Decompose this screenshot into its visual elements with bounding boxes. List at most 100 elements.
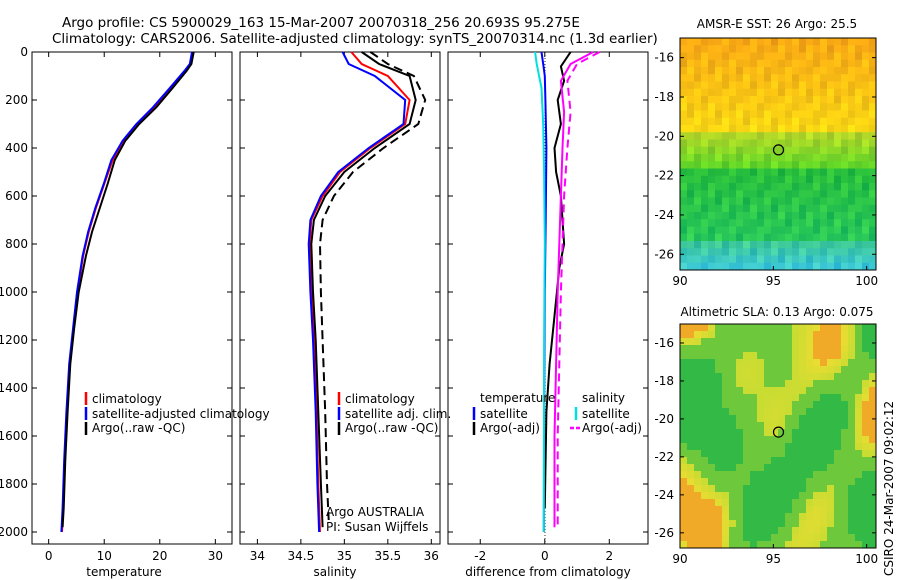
heatmap-cell (708, 117, 716, 126)
heatmap-cell (785, 45, 793, 53)
heatmap-cell (827, 541, 835, 549)
heatmap-cell (729, 168, 737, 177)
heatmap-cell (757, 59, 765, 68)
heatmap-cell (715, 67, 723, 75)
heatmap-cell (708, 74, 716, 82)
heatmap-cell (785, 373, 793, 381)
heatmap-cell (729, 219, 737, 227)
heatmap-cell (687, 52, 695, 61)
heatmap-cell (862, 520, 870, 528)
heatmap-cell (694, 324, 702, 332)
heatmap-cell (757, 183, 765, 191)
heatmap-cell (771, 226, 779, 235)
heatmap-cell (736, 110, 744, 119)
heatmap-cell (750, 464, 758, 472)
heatmap-cell (778, 110, 786, 119)
heatmap-cell (764, 161, 772, 169)
heatmap-cell (680, 450, 688, 458)
heatmap-cell (848, 212, 856, 220)
heatmap-cell (862, 373, 870, 381)
heatmap-cell (806, 139, 814, 148)
heatmap-cell (855, 183, 863, 191)
heatmap-cell (771, 331, 779, 339)
heatmap-cell (743, 117, 751, 126)
heatmap-cell (771, 117, 779, 126)
heatmap-cell (855, 52, 863, 61)
heatmap-cell (792, 513, 800, 521)
heatmap-cell (785, 125, 793, 133)
heatmap-cell (778, 132, 786, 140)
heatmap-cell (820, 219, 828, 227)
heatmap-cell (841, 161, 849, 169)
heatmap-cell (813, 380, 821, 388)
heatmap-cell (729, 139, 737, 148)
heatmap-cell (687, 45, 695, 53)
heatmap-cell (771, 139, 779, 148)
heatmap-cell (680, 154, 688, 162)
heatmap-cell (785, 415, 793, 423)
heatmap-cell (848, 241, 856, 249)
argo-location-marker (772, 144, 785, 156)
heatmap-cell (701, 541, 709, 549)
heatmap-cell (806, 408, 814, 416)
heatmap-cell (862, 241, 870, 249)
heatmap-cell (722, 255, 730, 264)
x-tick-label: -2 (474, 549, 486, 563)
heatmap-cell (855, 499, 863, 507)
heatmap-cell (708, 226, 716, 235)
heatmap-cell (820, 175, 828, 184)
heatmap-cell (806, 45, 814, 53)
heatmap-cell (862, 506, 870, 514)
heatmap-cell (855, 520, 863, 528)
legend-label-climatology: climatology (92, 392, 162, 406)
heatmap-cell (771, 67, 779, 75)
heatmap-cell (736, 373, 744, 381)
heatmap-cell (722, 541, 730, 549)
heatmap-cell (729, 415, 737, 423)
heatmap-cell (736, 255, 744, 264)
heatmap-cell (869, 401, 877, 409)
heatmap-cell (715, 125, 723, 133)
heatmap-cell (813, 81, 821, 90)
heatmap-cell (701, 373, 709, 381)
heatmap-cell (694, 345, 702, 353)
map-x-tick-label: 95 (766, 274, 781, 288)
heatmap-cell (743, 534, 751, 542)
heatmap-cell (855, 204, 863, 213)
heatmap-cell (792, 226, 800, 235)
heatmap-cell (827, 88, 835, 97)
heatmap-cell (778, 345, 786, 353)
heatmap-cell (792, 110, 800, 119)
heatmap-cell (680, 380, 688, 388)
heatmap-cell (785, 183, 793, 191)
heatmap-cell (764, 499, 772, 507)
heatmap-cell (701, 436, 709, 444)
heatmap-cell (820, 81, 828, 90)
heatmap-cell (687, 394, 695, 402)
heatmap-cell (701, 387, 709, 395)
heatmap-cell (708, 103, 716, 111)
heatmap-cell (757, 154, 765, 162)
heatmap-cell (855, 450, 863, 458)
heatmap-cell (694, 541, 702, 549)
heatmap-cell (750, 248, 758, 256)
heatmap-cell (708, 401, 716, 409)
heatmap-cell (778, 117, 786, 126)
heatmap-cell (813, 429, 821, 437)
heatmap-cell (820, 464, 828, 472)
heatmap-cell (743, 88, 751, 97)
x-tick-label: 20 (152, 549, 167, 563)
heatmap-cell (680, 478, 688, 486)
heatmap-cell (820, 443, 828, 451)
heatmap-cell (694, 59, 702, 68)
heatmap-cell (785, 324, 793, 332)
heatmap-cell (799, 478, 807, 486)
heatmap-cell (764, 513, 772, 521)
heatmap-cell (680, 492, 688, 500)
heatmap-cell (813, 359, 821, 367)
heatmap-cell (729, 464, 737, 472)
heatmap-cell (785, 359, 793, 367)
heatmap-cell (855, 233, 863, 242)
heatmap-cell (680, 499, 688, 507)
heatmap-cell (771, 401, 779, 409)
